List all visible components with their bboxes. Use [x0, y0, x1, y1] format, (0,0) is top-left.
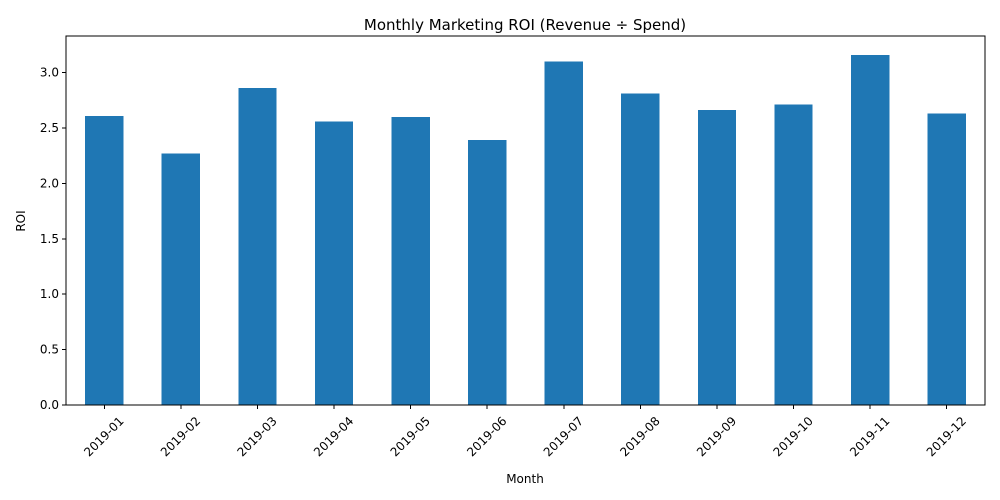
y-tick-label-2.5: 2.5	[40, 121, 59, 135]
bar-2019-07	[544, 61, 583, 406]
bar-2019-03	[238, 88, 277, 405]
bar-2019-10	[774, 104, 813, 405]
bar-2019-11	[850, 54, 890, 406]
bar-2019-01	[85, 115, 124, 405]
bar-2019-02	[161, 153, 201, 405]
y-tick-label-3.0: 3.0	[40, 66, 59, 80]
y-tick-label-1.0: 1.0	[40, 287, 59, 301]
y-axis-label: ROI	[14, 210, 28, 231]
axes-frame	[65, 35, 986, 406]
y-tick-label-2.0: 2.0	[40, 176, 59, 190]
bars-group	[85, 54, 966, 406]
bar-2019-04	[314, 121, 354, 405]
x-axis-label: Month	[506, 472, 544, 486]
chart-title: Monthly Marketing ROI (Revenue ÷ Spend)	[364, 16, 686, 34]
bar-2019-09	[697, 110, 737, 406]
y-tick-label-1.5: 1.5	[40, 232, 59, 246]
y-tick-label-0.0: 0.0	[40, 398, 59, 412]
bar-2019-08	[621, 93, 660, 406]
y-axis-ticks: 0.0 0.5 1.0 1.5 2.0 2.5 3.0	[40, 66, 66, 412]
bar-2019-12	[927, 113, 966, 405]
plot-frame	[65, 35, 986, 406]
bar-2019-06	[468, 140, 507, 405]
bar-2019-05	[391, 116, 430, 405]
y-tick-label-0.5: 0.5	[40, 343, 59, 357]
